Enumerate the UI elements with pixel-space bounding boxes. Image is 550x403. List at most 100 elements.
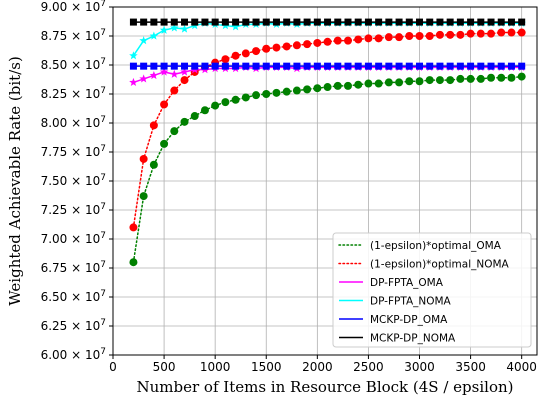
data-point bbox=[518, 18, 526, 26]
data-point bbox=[231, 95, 240, 104]
y-tick-label: 7.75 × 107 bbox=[41, 144, 106, 159]
data-point bbox=[324, 62, 332, 70]
legend-label: MCKP-DP_OMA bbox=[370, 314, 448, 326]
data-point bbox=[507, 73, 516, 82]
data-point bbox=[139, 36, 148, 45]
y-axis-label: Weighted Achievable Rate (bit/s) bbox=[6, 56, 24, 306]
data-point bbox=[139, 74, 148, 83]
data-point bbox=[170, 23, 179, 32]
data-point bbox=[221, 55, 230, 64]
data-point bbox=[160, 62, 168, 70]
data-point bbox=[129, 77, 138, 87]
data-point bbox=[129, 62, 137, 70]
data-point bbox=[129, 18, 137, 26]
data-point bbox=[456, 30, 465, 39]
y-tick-label: 6.25 × 107 bbox=[41, 318, 106, 333]
data-point bbox=[507, 28, 516, 37]
data-point bbox=[354, 18, 362, 26]
data-point bbox=[262, 90, 271, 98]
data-point bbox=[405, 32, 414, 40]
data-point bbox=[242, 18, 250, 26]
data-point bbox=[129, 258, 138, 267]
data-point bbox=[518, 62, 526, 70]
data-point bbox=[181, 18, 189, 26]
data-point bbox=[293, 18, 301, 26]
data-point bbox=[507, 18, 515, 26]
data-point bbox=[191, 62, 199, 70]
data-point bbox=[416, 62, 424, 70]
data-point bbox=[283, 62, 291, 70]
data-point bbox=[282, 87, 291, 96]
data-point bbox=[303, 18, 311, 26]
data-point bbox=[446, 30, 455, 39]
data-point bbox=[252, 47, 261, 56]
data-point bbox=[446, 62, 454, 70]
data-point bbox=[487, 18, 495, 26]
data-point bbox=[405, 18, 413, 26]
data-point bbox=[252, 62, 260, 70]
data-point bbox=[405, 77, 414, 86]
data-point bbox=[395, 78, 404, 87]
data-point bbox=[150, 62, 158, 70]
data-point bbox=[487, 62, 495, 70]
data-point bbox=[241, 93, 250, 102]
data-point bbox=[364, 79, 373, 88]
data-point bbox=[364, 18, 372, 26]
x-tick-label: 500 bbox=[153, 360, 176, 374]
data-point bbox=[283, 18, 291, 26]
x-tick-label: 2500 bbox=[353, 360, 384, 374]
data-point bbox=[242, 62, 250, 70]
data-point bbox=[426, 18, 434, 26]
x-tick-label: 4000 bbox=[506, 360, 537, 374]
y-tick-label: 6.50 × 107 bbox=[41, 289, 106, 304]
data-point bbox=[170, 62, 178, 70]
data-point bbox=[354, 80, 363, 89]
plot-series bbox=[129, 18, 526, 267]
data-point bbox=[375, 62, 383, 70]
x-tick-label: 1000 bbox=[200, 360, 231, 374]
data-point bbox=[517, 28, 526, 37]
data-point bbox=[436, 18, 444, 26]
data-point bbox=[344, 18, 352, 26]
series-line bbox=[132, 31, 523, 229]
data-point bbox=[313, 18, 321, 26]
x-tick-label: 3000 bbox=[404, 360, 435, 374]
data-point bbox=[343, 81, 352, 90]
data-point bbox=[334, 62, 342, 70]
data-point bbox=[201, 18, 209, 26]
data-point bbox=[467, 18, 475, 26]
data-point bbox=[507, 62, 515, 70]
data-point bbox=[231, 22, 240, 31]
data-point bbox=[497, 28, 506, 37]
data-point bbox=[272, 88, 281, 97]
data-point bbox=[181, 62, 189, 70]
data-point bbox=[384, 33, 393, 42]
data-point bbox=[140, 62, 148, 70]
data-point bbox=[487, 29, 496, 38]
data-point bbox=[476, 74, 485, 83]
data-point bbox=[129, 51, 138, 60]
data-point bbox=[467, 62, 475, 70]
series-4 bbox=[129, 62, 526, 70]
data-point bbox=[313, 84, 322, 93]
legend-label: (1-epsilon)*optimal_NOMA bbox=[370, 259, 510, 271]
data-point bbox=[211, 101, 220, 110]
data-point bbox=[426, 62, 434, 70]
legend-box bbox=[332, 232, 532, 348]
data-point bbox=[293, 62, 301, 70]
axis-ticks: 0 500 1000 1500 2000 2500 3000 3500 4000 6.00 × 1… bbox=[41, 0, 537, 374]
data-point bbox=[139, 192, 148, 201]
data-point bbox=[232, 18, 240, 26]
data-point bbox=[333, 81, 342, 90]
data-point bbox=[456, 74, 465, 83]
data-point bbox=[476, 29, 485, 38]
data-point bbox=[262, 62, 270, 70]
data-point bbox=[446, 76, 455, 85]
data-point bbox=[140, 18, 148, 26]
x-tick-label: 1500 bbox=[251, 360, 282, 374]
data-point bbox=[456, 18, 464, 26]
series-1 bbox=[129, 28, 526, 232]
data-point bbox=[139, 154, 148, 163]
data-point bbox=[190, 112, 199, 121]
